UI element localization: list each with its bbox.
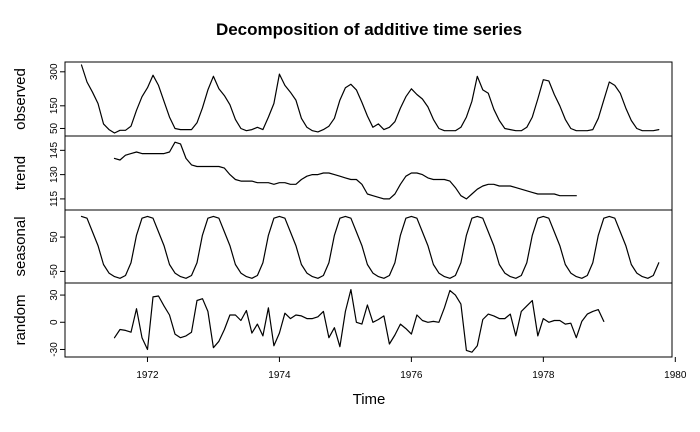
- panels: 50150300observed115130145trend-5050seaso…: [12, 61, 673, 358]
- y-tick-label-observed: 50: [49, 122, 60, 134]
- x-axis-label: Time: [353, 391, 386, 408]
- y-tick-label-seasonal: 50: [49, 231, 60, 243]
- y-tick-label-random: -30: [49, 342, 60, 357]
- panel-random: -30 0 30 random: [12, 282, 673, 358]
- y-tick-label-seasonal: -50: [49, 264, 60, 279]
- series-line-observed: [80, 64, 660, 134]
- series-line-random: [113, 289, 605, 353]
- series-line-seasonal: [80, 215, 660, 279]
- panel-label-seasonal: seasonal: [12, 216, 29, 276]
- x-axis: 1972 1974 1976 1978 1980: [136, 357, 687, 381]
- x-tick-label: 1980: [664, 370, 687, 381]
- panel-label-random: random: [12, 295, 29, 346]
- x-tick-label: 1976: [400, 370, 423, 381]
- y-tick-label-observed: 300: [49, 63, 60, 80]
- panel-trend: 115 130 145 trend: [12, 135, 673, 211]
- y-tick-label-trend: 145: [49, 142, 60, 159]
- panel-frame-observed: [64, 61, 673, 137]
- panel-frame-random: [64, 282, 673, 358]
- panel-observed: 50 150 300 observed: [12, 61, 673, 137]
- panel-frame-seasonal: [64, 209, 673, 284]
- x-tick-label: 1972: [136, 370, 159, 381]
- x-tick-label: 1978: [532, 370, 555, 381]
- y-tick-label-trend: 130: [49, 166, 60, 183]
- y-tick-label-trend: 115: [49, 191, 60, 207]
- y-tick-label-random: 30: [49, 289, 60, 301]
- panel-seasonal: -50 50 seasonal: [12, 209, 673, 284]
- panel-label-trend: trend: [12, 156, 29, 190]
- panel-label-observed: observed: [12, 68, 29, 130]
- y-tick-label-random: 0: [49, 319, 60, 325]
- y-tick-label-observed: 150: [49, 97, 60, 114]
- series-line-trend: [113, 141, 577, 200]
- chart-title: Decomposition of additive time series: [216, 20, 522, 39]
- x-tick-label: 1974: [268, 370, 291, 381]
- panel-frame-trend: [64, 135, 673, 211]
